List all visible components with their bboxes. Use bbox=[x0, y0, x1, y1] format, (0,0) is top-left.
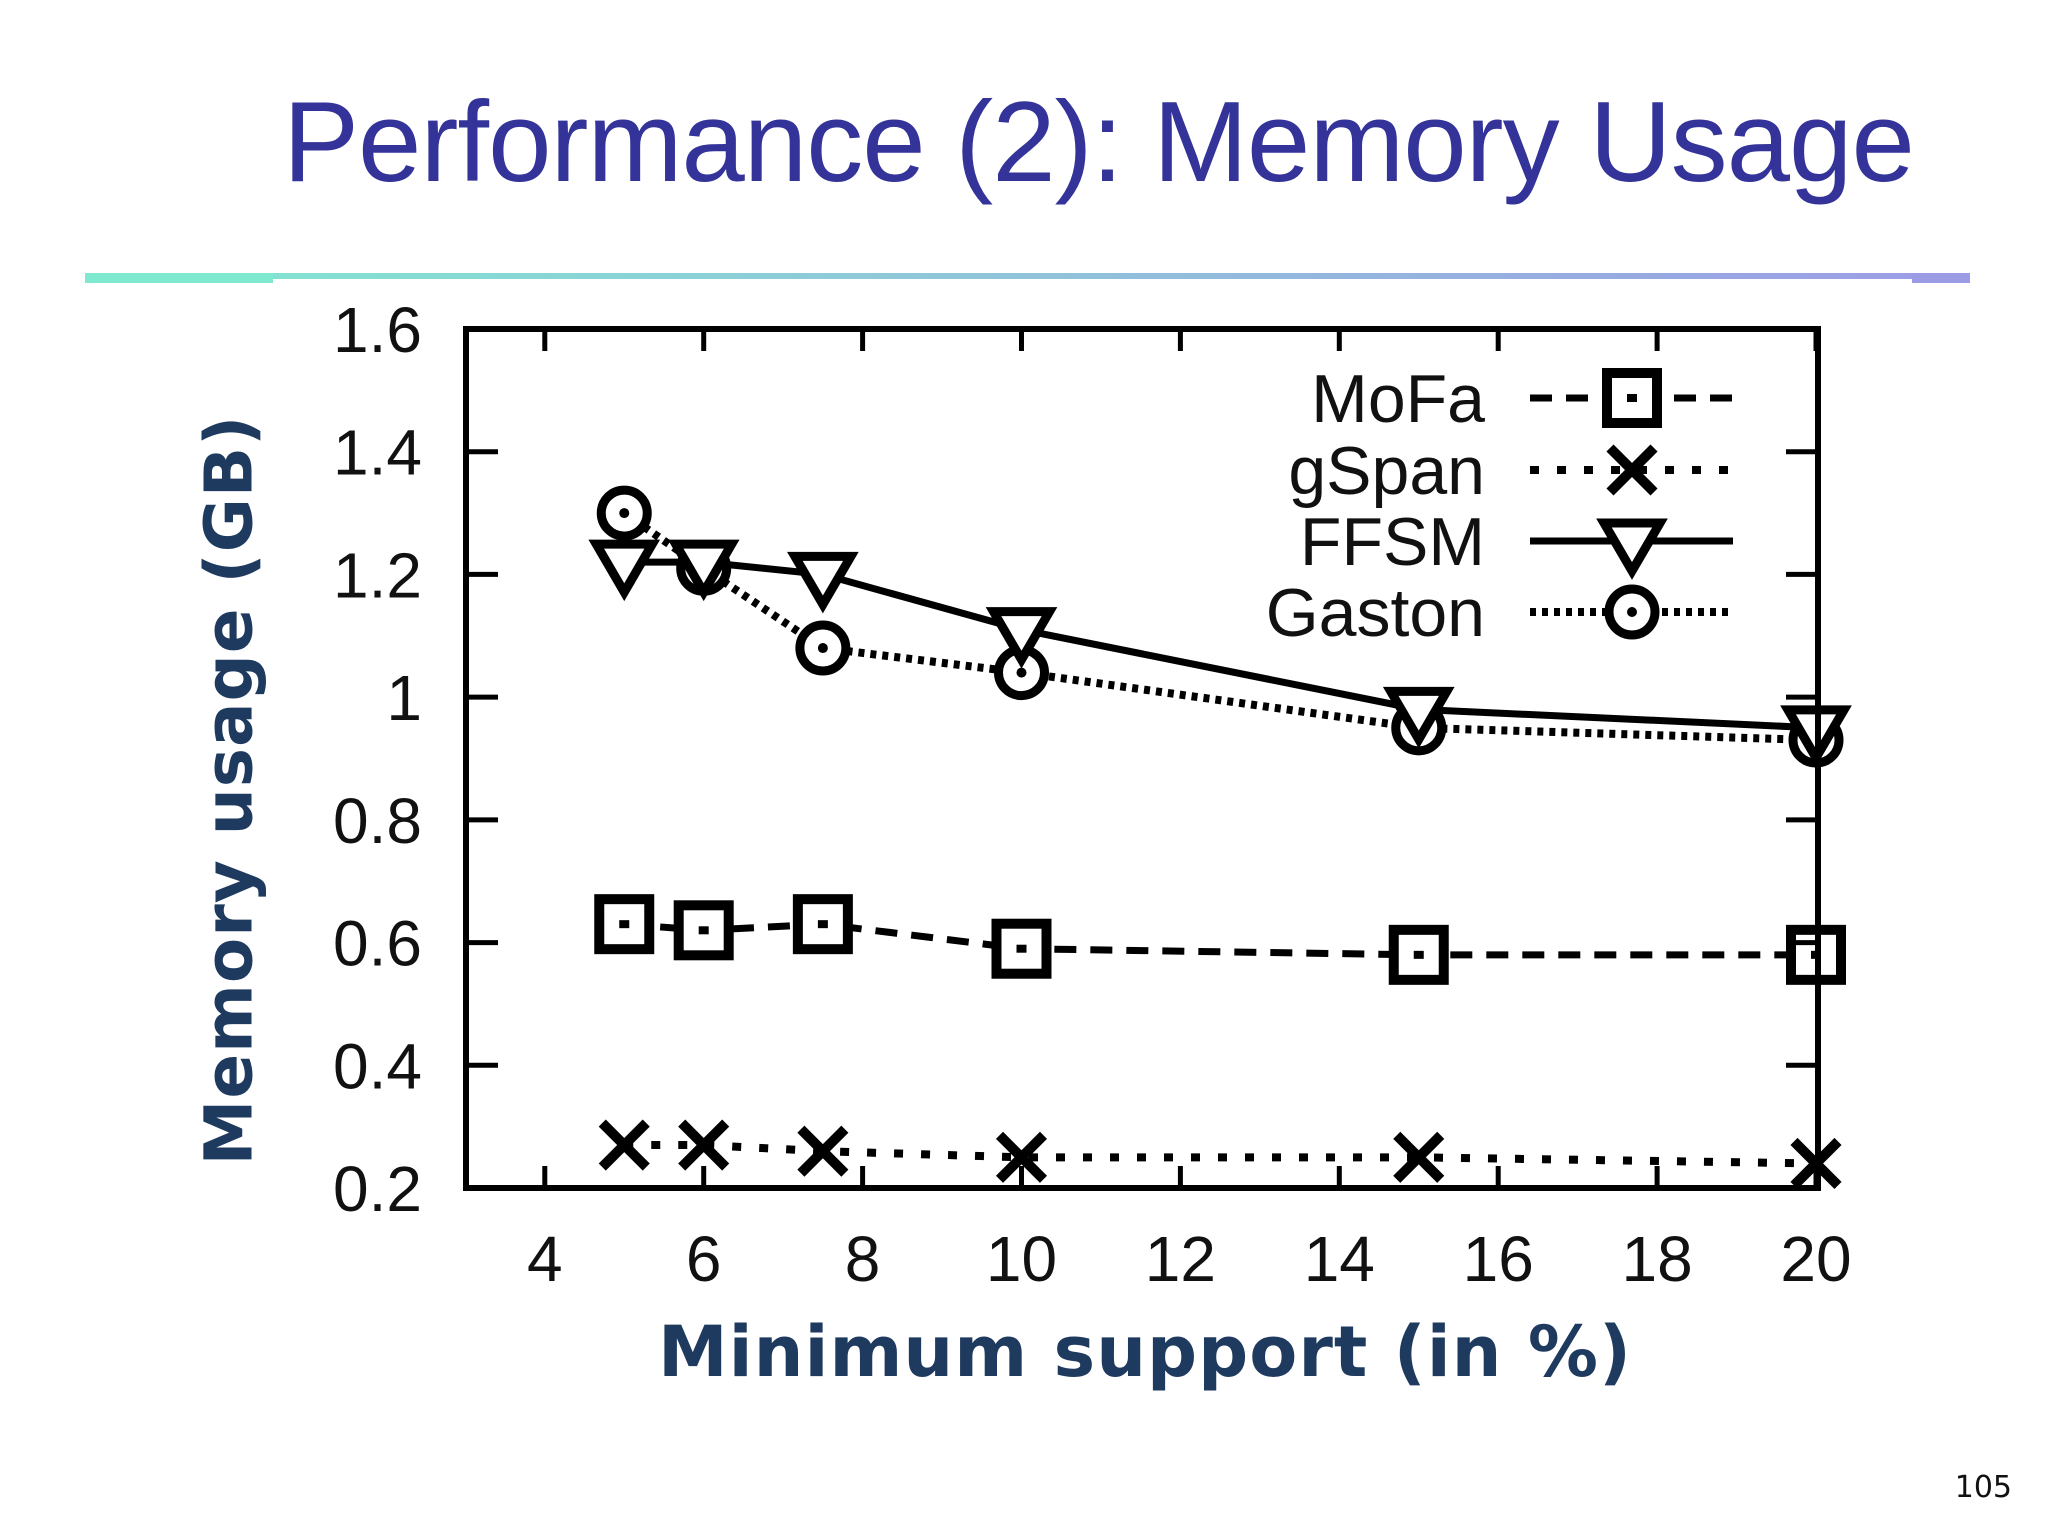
x-tick-label: 16 bbox=[1463, 1223, 1534, 1295]
series-gspan bbox=[598, 1119, 1842, 1189]
legend-item-mofa: MoFa bbox=[1311, 361, 1733, 437]
axis-ticks bbox=[466, 326, 1819, 1191]
series-mofa bbox=[594, 894, 1846, 985]
marker-center-dot bbox=[1016, 667, 1027, 678]
page-number: 105 bbox=[1954, 1470, 2012, 1505]
slide-title: Performance (2): Memory Usage bbox=[283, 79, 1915, 206]
title-divider-left-cap bbox=[85, 273, 273, 283]
triangle-down-marker-icon bbox=[667, 539, 740, 602]
y-tick-label: 1 bbox=[386, 662, 422, 734]
triangle-down-marker-icon bbox=[787, 551, 859, 614]
legend-item-gspan: gSpan bbox=[1288, 433, 1733, 509]
plot-frame bbox=[463, 326, 1821, 1191]
triangle-down-marker-icon bbox=[1382, 686, 1455, 749]
triangle-down-marker-icon bbox=[985, 607, 1058, 669]
x-tick-label: 8 bbox=[845, 1223, 881, 1295]
x-tick-label: 20 bbox=[1780, 1223, 1851, 1295]
x-marker-icon bbox=[1606, 444, 1658, 496]
marker-center-dot bbox=[817, 643, 828, 654]
marker-center-dot bbox=[1413, 950, 1424, 959]
marker-center-dot bbox=[1627, 607, 1637, 617]
y-tick-label: 1.6 bbox=[333, 294, 422, 366]
square-marker-icon bbox=[1388, 924, 1449, 985]
marker-center-dot bbox=[1016, 944, 1027, 953]
y-tick-label: 0.2 bbox=[333, 1153, 422, 1225]
series-line bbox=[621, 509, 1817, 745]
triangle-down-marker-icon bbox=[1596, 518, 1668, 580]
legend-label: gSpan bbox=[1288, 433, 1485, 509]
x-tick-label: 6 bbox=[686, 1223, 722, 1295]
y-axis-label: Memory usage (GB) bbox=[190, 414, 268, 1166]
x-tick-label: 18 bbox=[1622, 1223, 1693, 1295]
legend-label: FFSM bbox=[1300, 504, 1485, 580]
marker-center-dot bbox=[619, 920, 630, 929]
x-tick-label: 14 bbox=[1304, 1223, 1375, 1295]
legend-label: MoFa bbox=[1311, 361, 1485, 437]
title-divider-right-cap bbox=[1912, 273, 1970, 283]
title-divider-rule bbox=[85, 273, 1970, 279]
series-line bbox=[623, 920, 1816, 959]
y-tick-label: 1.2 bbox=[333, 539, 422, 611]
chart-series-layer bbox=[588, 485, 1852, 1189]
legend-label: Gaston bbox=[1266, 575, 1485, 651]
x-marker-icon bbox=[1393, 1131, 1445, 1183]
series-line bbox=[624, 1141, 1817, 1168]
x-marker-icon bbox=[678, 1119, 730, 1171]
marker-center-dot bbox=[619, 508, 630, 519]
x-marker-icon bbox=[598, 1119, 650, 1171]
legend-item-gaston: Gaston bbox=[1266, 575, 1733, 651]
legend-item-ffsm: FFSM bbox=[1300, 504, 1733, 580]
y-tick-label: 0.8 bbox=[333, 785, 422, 857]
x-axis-label: Minimum support (in %) bbox=[657, 1311, 1633, 1393]
x-tick-label: 12 bbox=[1145, 1223, 1216, 1295]
x-tick-label: 10 bbox=[986, 1223, 1057, 1295]
y-tick-label: 0.4 bbox=[333, 1030, 422, 1102]
triangle-down-marker-icon bbox=[588, 539, 661, 602]
tick-labels: 4 6 8 10 12 14 16 18 20 0.2 0.4 0.6 0.8 1 1.2 1.4 1.6 bbox=[333, 294, 1852, 1295]
marker-center-dot bbox=[1627, 394, 1637, 402]
marker-center-dot bbox=[698, 926, 709, 935]
y-tick-label: 1.4 bbox=[333, 417, 422, 489]
marker-center-dot bbox=[817, 920, 828, 929]
x-tick-label: 4 bbox=[527, 1223, 563, 1295]
x-marker-icon bbox=[995, 1131, 1048, 1183]
y-tick-label: 0.6 bbox=[333, 908, 422, 980]
x-marker-icon bbox=[797, 1125, 849, 1177]
series-ffsm bbox=[588, 539, 1852, 767]
